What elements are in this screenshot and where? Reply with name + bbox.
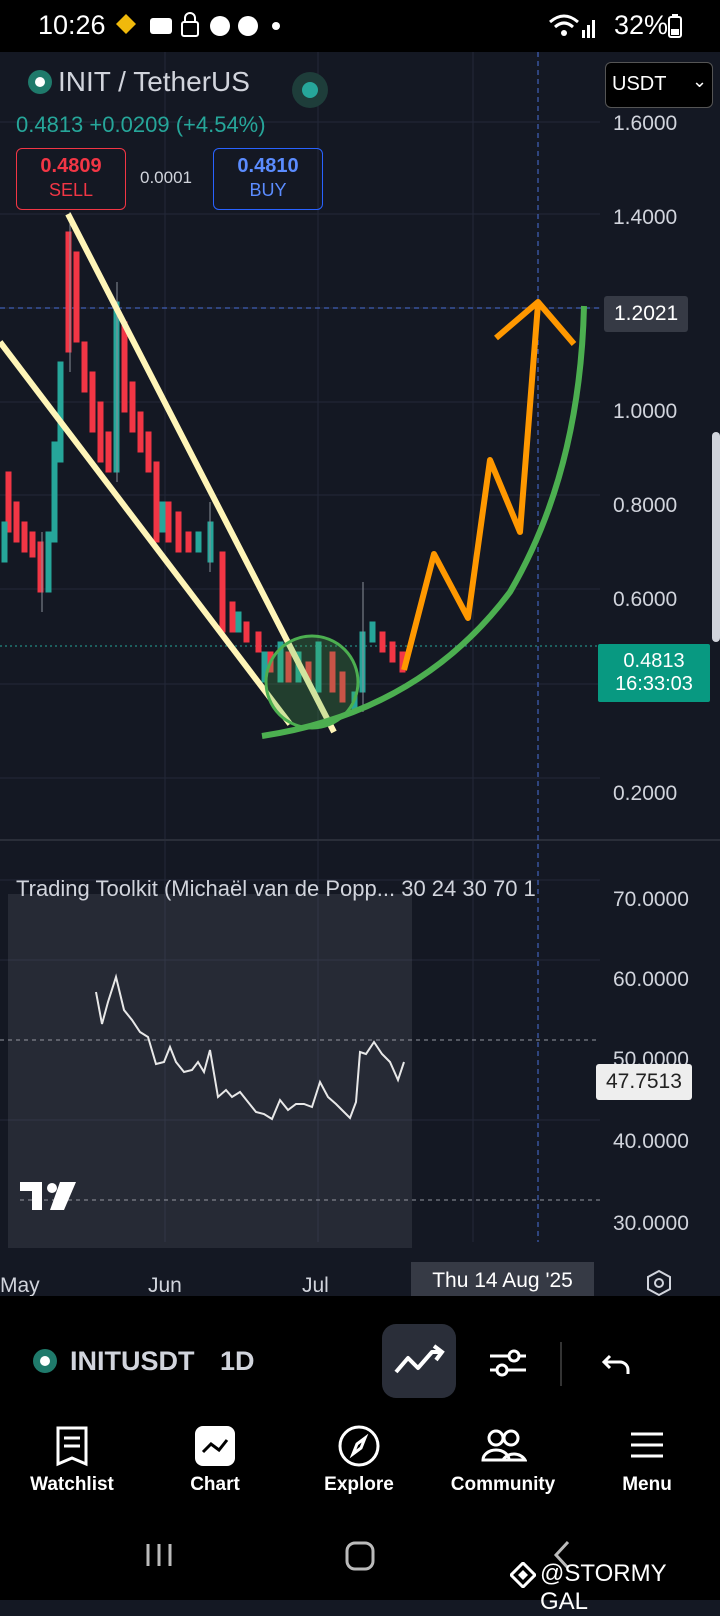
chart-icon [195, 1426, 235, 1466]
sell-label: SELL [48, 180, 94, 200]
symbol-logo-icon [28, 70, 52, 94]
back-icon[interactable] [550, 1540, 574, 1570]
watchlist-icon [56, 1426, 88, 1467]
indicator-axis-label: 60.0000 [613, 968, 689, 991]
current-price-value: 0.4813 [623, 650, 685, 672]
chevron-down-icon: ⌄ [692, 71, 708, 91]
battery-level: 32% [614, 10, 669, 40]
toolbar-divider [560, 1342, 562, 1386]
toolbar-interval[interactable]: 1D [220, 1346, 255, 1376]
price-axis-label: 1.0000 [613, 400, 678, 423]
price-change: +0.0209 [89, 112, 170, 137]
toolbar-symbol[interactable]: INITUSDT [70, 1346, 195, 1376]
wedge-lower-line [0, 340, 293, 726]
status-bar: 10:26 32% [0, 0, 720, 52]
indicator-axis-label: 30.0000 [613, 1212, 689, 1235]
price-axis-label: 0.8000 [613, 494, 678, 517]
price-axis-label: 0.6000 [613, 588, 678, 611]
nav-label: Explore [324, 1474, 394, 1495]
chart-canvas[interactable] [0, 52, 720, 1294]
candle-wicks [41, 212, 364, 712]
price-change-pct: (+4.54%) [175, 112, 266, 137]
crosshair-date-tag: Thu 14 Aug '25 [411, 1262, 594, 1300]
buy-label: BUY [249, 180, 287, 200]
chart-grid [0, 52, 600, 1242]
candle-countdown: 16:33:03 [615, 673, 693, 695]
current-price-tag: 0.4813 16:33:03 [598, 644, 710, 702]
recent-apps-icon[interactable] [144, 1540, 174, 1570]
price-axis-label: 0.2000 [613, 782, 678, 805]
buy-price: 0.4810 [237, 155, 299, 177]
market-status-indicator [292, 72, 328, 108]
system-navigation-bar [0, 1516, 720, 1600]
orange-projection-path [401, 303, 541, 671]
status-notification-icons [116, 12, 280, 37]
time-axis-label: Jun [148, 1274, 182, 1297]
currency-select[interactable]: USDT ⌄ [605, 62, 713, 108]
sliders-icon[interactable] [488, 1346, 528, 1380]
time-axis-label: May [0, 1274, 40, 1297]
nav-watchlist[interactable]: Watchlist [7, 1424, 137, 1496]
trend-icon [394, 1344, 445, 1374]
indicator-line [95, 973, 405, 1121]
symbol-logo-icon [33, 1349, 57, 1373]
symbol-title[interactable]: INIT / TetherUS [58, 66, 250, 97]
price-axis-label: 1.6000 [613, 112, 678, 135]
nav-chart[interactable]: Chart [150, 1424, 280, 1496]
crosshair-price-tag: 1.2021 [604, 296, 689, 332]
nav-label: Chart [190, 1474, 240, 1495]
watermark-text: @STORMY GAL [540, 1560, 667, 1615]
nav-label: Watchlist [30, 1474, 114, 1495]
buy-button[interactable]: 0.4810 BUY [213, 148, 323, 210]
signal-icon [549, 14, 595, 38]
currency-value: USDT [612, 73, 667, 95]
chart-settings-icon[interactable] [644, 1268, 674, 1298]
status-time: 10:26 [38, 10, 106, 40]
scrollbar[interactable] [712, 432, 720, 642]
price-change-line: 0.4813 +0.0209 (+4.54%) [16, 112, 266, 138]
indicator-shaded-range [8, 894, 412, 1248]
tradingview-logo [20, 1182, 76, 1210]
binance-logo-icon [510, 1562, 536, 1588]
wedge-upper-line [65, 212, 337, 734]
nav-community[interactable]: Community [438, 1424, 568, 1496]
sell-button[interactable]: 0.4809 SELL [16, 148, 126, 210]
nav-label: Community [450, 1474, 556, 1495]
price-axis-label: 1.4000 [613, 206, 678, 229]
indicator-axis-label: 70.0000 [613, 888, 689, 911]
nav-menu[interactable]: Menu [582, 1424, 712, 1496]
spread-value: 0.0001 [140, 168, 192, 187]
indicator-axis-label: 40.0000 [613, 1130, 689, 1153]
compass-icon [338, 1425, 380, 1467]
indicator-current-tag: 47.7513 [596, 1064, 692, 1100]
candles-down [5, 231, 406, 703]
undo-icon[interactable] [600, 1350, 632, 1378]
nav-explore[interactable]: Explore [294, 1424, 424, 1496]
chart-toolbar [0, 1296, 720, 1412]
indicators-button[interactable] [382, 1324, 456, 1398]
menu-icon [631, 1432, 663, 1458]
parabolic-curve-annotation [261, 305, 587, 739]
nav-label: Menu [622, 1474, 672, 1495]
home-icon[interactable] [344, 1540, 376, 1572]
last-price: 0.4813 [16, 112, 84, 137]
community-icon [481, 1429, 528, 1462]
orange-arrowhead [494, 299, 577, 346]
time-axis-label: Jul [302, 1274, 329, 1297]
battery-icon [668, 14, 682, 38]
sell-price: 0.4809 [40, 155, 102, 177]
indicator-title[interactable]: Trading Toolkit (Michaël van de Popp... … [16, 876, 536, 901]
